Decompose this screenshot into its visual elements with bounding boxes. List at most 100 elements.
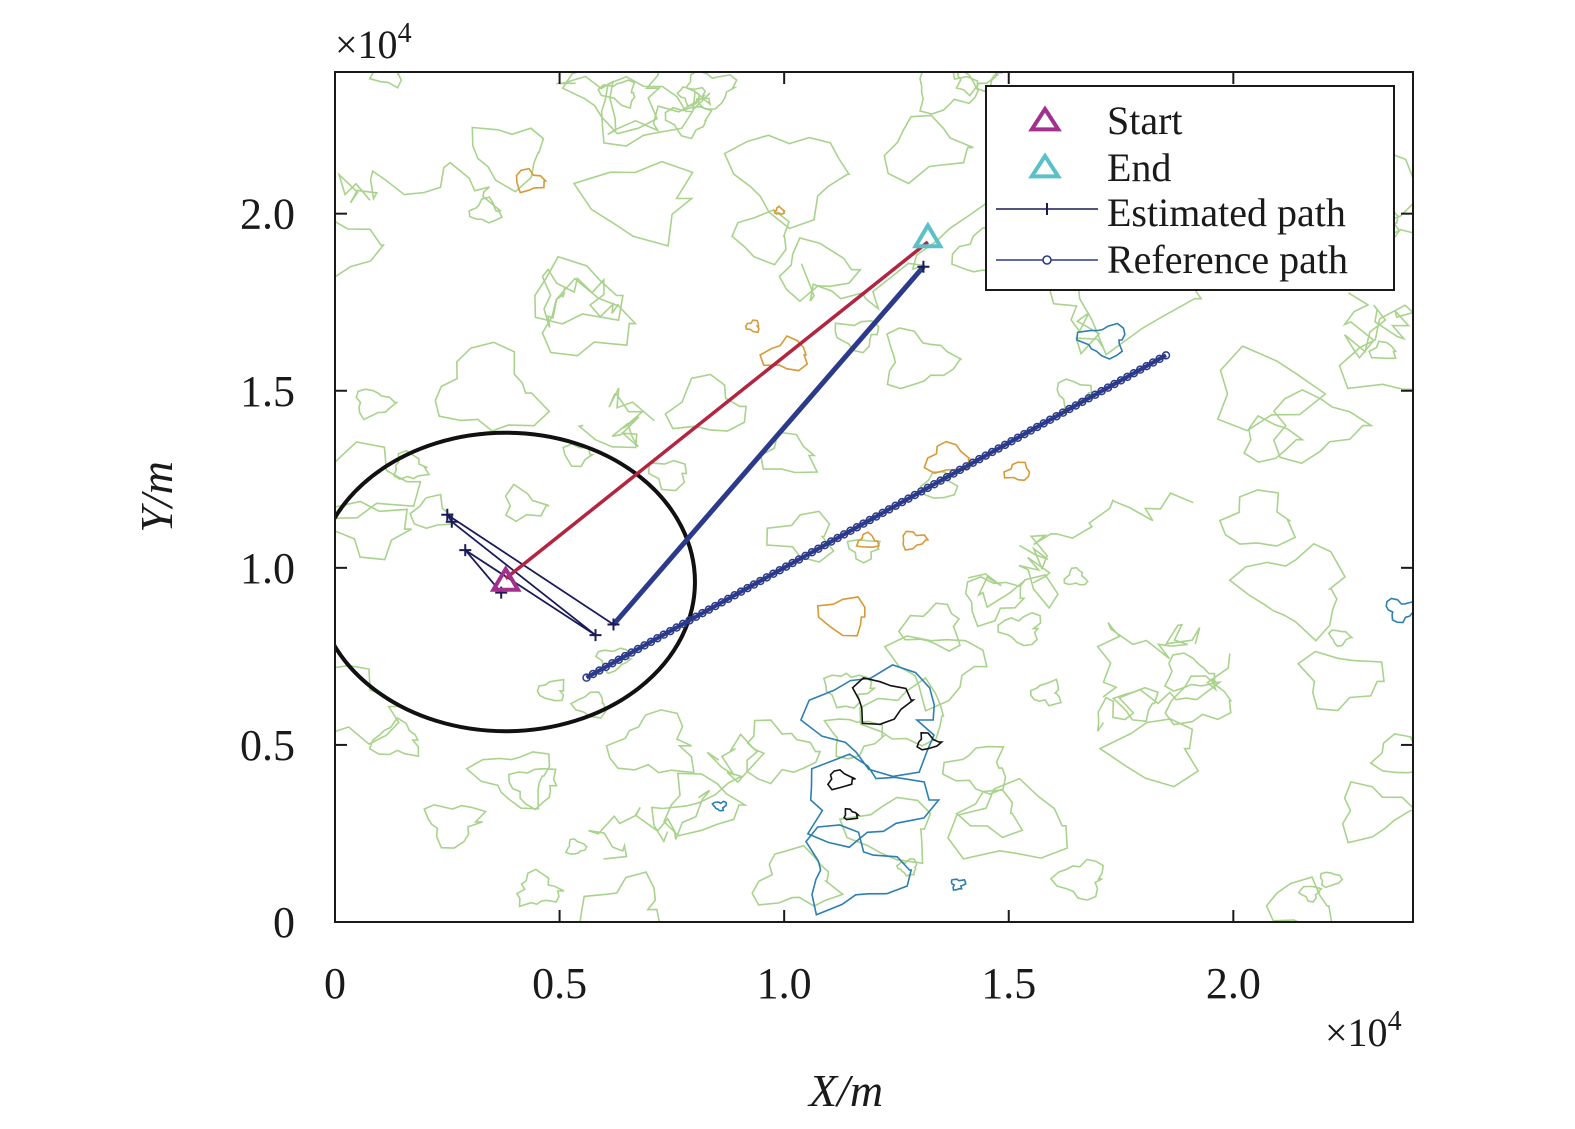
reference-point: [730, 591, 739, 600]
reference-point: [1071, 401, 1081, 410]
legend-triangle-icon: [1028, 105, 1062, 132]
contour-line: [1029, 678, 1063, 707]
contour-line: [826, 769, 856, 791]
reference-point: [1045, 415, 1055, 425]
contour-line: [967, 556, 1059, 610]
contour-line: [822, 718, 887, 760]
contour-line: [1096, 622, 1201, 698]
contour-line: [1327, 629, 1354, 647]
contour-line: [1216, 345, 1327, 432]
contour-line: [569, 691, 607, 719]
legend-triangle-icon: [1028, 152, 1062, 179]
contour-line: [561, 72, 662, 135]
contour-line: [579, 871, 661, 922]
reference-point: [994, 444, 1003, 453]
reference-point: [1026, 426, 1036, 435]
legend-label: Reference path: [1107, 237, 1348, 282]
reference-point: [608, 659, 617, 668]
contour-line: [664, 373, 747, 432]
contour-line: [1341, 780, 1413, 844]
contour-line: [1018, 492, 1194, 571]
start-marker: [489, 565, 522, 592]
reference-point: [691, 612, 701, 621]
legend-item: Reference path: [996, 237, 1348, 282]
series-estimated-main: [611, 265, 926, 627]
contour-line: [572, 160, 694, 247]
x-tick-label: 0: [324, 959, 346, 1008]
contour-line: [1049, 858, 1105, 901]
contour-line: [1319, 871, 1344, 889]
reference-point: [936, 476, 945, 485]
contour-line: [1272, 389, 1374, 465]
reference-point: [781, 562, 791, 571]
reference-point: [768, 569, 778, 579]
y-multiplier: ×104: [335, 18, 412, 67]
reference-point: [614, 655, 623, 664]
contour-line: [1342, 292, 1413, 359]
reference-point: [749, 580, 759, 589]
reference-point: [962, 462, 971, 471]
contour-line: [647, 459, 688, 492]
reference-point: [904, 494, 913, 503]
reference-point: [711, 601, 720, 611]
reference-point: [1084, 394, 1093, 403]
reference-point: [955, 465, 965, 475]
contour-line: [1368, 340, 1398, 360]
legend-item: End: [1028, 145, 1171, 190]
contour-line: [751, 844, 845, 908]
contour-line: [1003, 461, 1031, 482]
reference-point: [601, 662, 611, 672]
contour-line: [335, 500, 412, 561]
contour-line: [541, 268, 620, 328]
reference-point: [685, 616, 694, 625]
reference-point: [981, 451, 990, 460]
x-tick-label: 0.5: [532, 959, 587, 1008]
reference-point: [627, 648, 636, 657]
reference-point: [807, 548, 817, 557]
reference-point: [1020, 429, 1029, 439]
reference-point: [820, 540, 829, 550]
contour-line: [997, 611, 1042, 647]
legend-label: Estimated path: [1107, 190, 1346, 235]
contour-line: [1297, 885, 1323, 903]
contour-line: [1265, 876, 1333, 922]
contour-line: [886, 327, 962, 390]
reference-point: [653, 633, 662, 643]
terrain-contour-map: [335, 72, 1413, 922]
legend-circle-icon: [1042, 255, 1052, 265]
contour-line: [916, 731, 944, 751]
reference-point: [640, 641, 649, 650]
contour-line: [805, 824, 913, 916]
contour-line: [564, 838, 588, 855]
reference-point: [1123, 372, 1132, 382]
coverage-circle: [335, 430, 697, 734]
reference-point: [595, 666, 604, 675]
contour-line: [1063, 566, 1089, 586]
contour-line: [964, 576, 1026, 628]
x-axis-label: X/m: [807, 1065, 883, 1116]
contour-line: [1369, 733, 1413, 774]
reference-point: [1135, 365, 1145, 374]
contour-line: [684, 72, 738, 110]
contour-line: [368, 72, 403, 89]
estimated-point: [441, 508, 454, 521]
reference-point: [846, 526, 855, 536]
contour-line: [471, 126, 545, 193]
reference-point: [788, 558, 797, 568]
contour-line: [504, 483, 550, 523]
reference-point: [878, 508, 887, 518]
marker-layer: [489, 221, 944, 592]
reference-point: [756, 576, 765, 586]
contour-line: [1075, 322, 1126, 360]
contour-line: [766, 510, 835, 563]
contour-line: [816, 596, 866, 637]
reference-point: [717, 598, 726, 607]
reference-point: [814, 544, 823, 553]
reference-point: [891, 501, 900, 510]
reference-point: [1000, 440, 1010, 450]
series-layer: [441, 240, 1171, 682]
contour-line: [423, 803, 488, 849]
contour-line: [883, 635, 988, 712]
contour-line: [1385, 597, 1413, 624]
estimated-point: [445, 515, 458, 528]
